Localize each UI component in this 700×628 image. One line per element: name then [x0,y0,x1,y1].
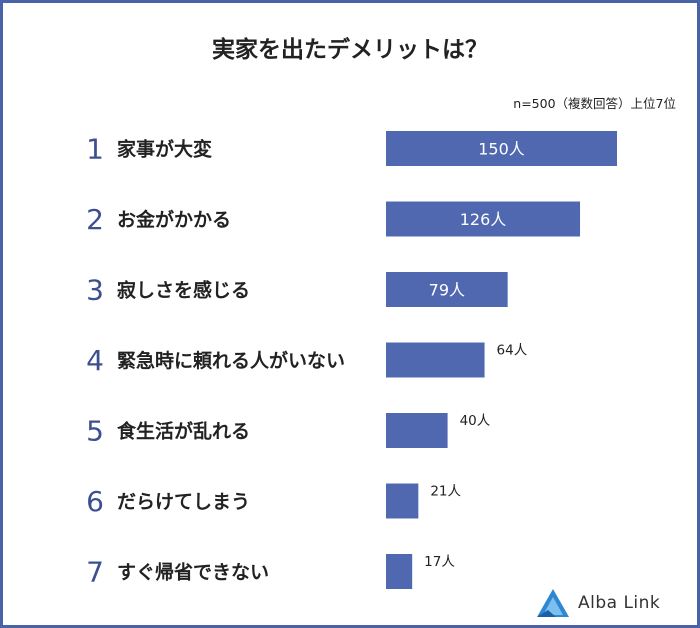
category-label: お金がかかる [117,208,231,231]
rank-number: 2 [86,203,104,236]
data-label: 17人 [424,554,455,570]
bar [386,554,413,589]
bar [386,131,617,166]
data-label: 21人 [430,484,461,500]
sample-note: n=500（複数回答）上位7位 [513,96,676,111]
rank-number: 6 [86,485,104,518]
rank-number: 1 [86,133,104,166]
rank-number: 4 [86,344,104,377]
data-label: 79人 [429,281,465,300]
data-label: 126人 [460,210,507,229]
category-label: だらけてしまう [117,491,250,513]
category-label: 寂しさを感じる [117,279,250,302]
category-label: 家事が大変 [117,138,212,161]
bar [386,413,448,448]
bar [386,483,419,519]
rank-number: 5 [86,415,104,448]
brand-logo: Alba Link [536,586,660,620]
chart-title: 実家を出たデメリットは？ [212,37,488,63]
category-label: すぐ帰省できない [117,562,269,584]
data-label: 40人 [460,413,491,429]
bar [386,342,485,378]
rank-number: 3 [86,274,104,307]
alba-link-logo-icon [537,589,569,617]
brand-name: Alba Link [578,593,661,613]
bar [386,201,581,237]
data-label: 64人 [497,343,528,359]
bar [386,272,508,307]
data-label: 150人 [478,140,525,159]
category-label: 食生活が乱れる [117,420,250,443]
rank-number: 7 [86,556,104,589]
category-label: 緊急時に頼れる人がいない [117,349,345,372]
